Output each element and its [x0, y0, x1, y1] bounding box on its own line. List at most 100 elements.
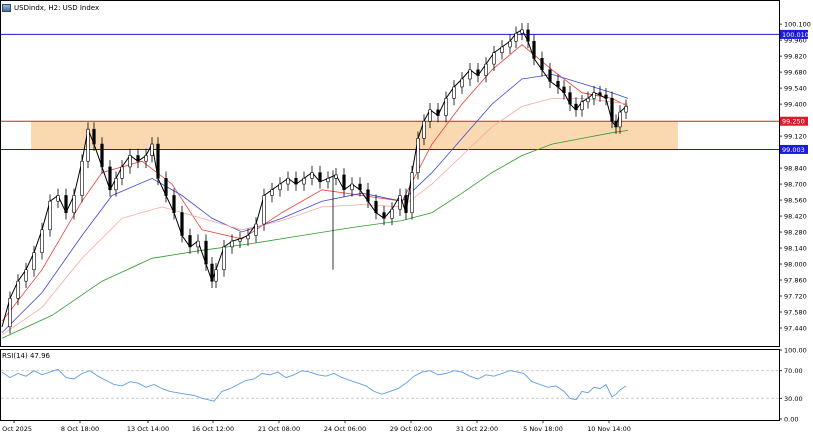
candle-body [508, 40, 512, 48]
candle-body [204, 240, 208, 265]
candle-body [56, 195, 60, 202]
candle-body [120, 166, 124, 179]
candle-body [444, 98, 448, 116]
price-path [1, 29, 627, 328]
candle-body [618, 111, 622, 128]
price-tick-label: 98.000 [784, 261, 807, 269]
candle-body [390, 208, 394, 219]
x-tick-label: 13 Oct 14:00 [127, 425, 169, 433]
price-tick-label: 97.580 [784, 309, 807, 317]
candle-body [410, 172, 414, 213]
candle-body [350, 183, 354, 191]
candle-body [614, 120, 618, 128]
ma-fast-line [1, 44, 629, 322]
candle-body [586, 98, 590, 103]
candle-body [100, 143, 104, 168]
candle-body [598, 92, 602, 96]
candle-body [460, 78, 464, 88]
candle-body [428, 109, 432, 122]
x-tick-label: 31 Oct 22:00 [456, 425, 498, 433]
ma-long-line [1, 130, 629, 339]
candle-body [532, 40, 536, 59]
candle-body [180, 212, 184, 236]
candle-body [8, 298, 12, 328]
symbol-icon [2, 3, 11, 12]
candle-body [514, 32, 518, 42]
x-tick-label: 8 Oct 2025 [0, 425, 32, 433]
candle-body [188, 235, 192, 248]
candle-body [164, 178, 168, 196]
candle-body [40, 229, 44, 253]
candle-body [108, 166, 112, 191]
price-tick-label: 98.840 [784, 165, 807, 173]
candle-body [580, 101, 584, 111]
candle-body [72, 195, 76, 213]
price-tick-label: 97.720 [784, 293, 807, 301]
candle-body [382, 212, 386, 219]
price-tick-label: 97.860 [784, 277, 807, 285]
candle-body [318, 172, 322, 183]
x-tick-label: 24 Oct 06:00 [324, 425, 366, 433]
candle-body [422, 120, 426, 139]
x-tick-label: 16 Oct 12:00 [192, 425, 234, 433]
candle-body [452, 86, 456, 99]
price-tick-label: 98.280 [784, 229, 807, 237]
candle-body [24, 269, 28, 282]
rsi-tick-label: 70.00 [784, 367, 803, 375]
candle-body [342, 174, 346, 191]
candle-body [80, 160, 84, 196]
rsi-tick-label: 30.00 [784, 395, 803, 403]
candle-body [556, 80, 560, 88]
x-tick-label: 10 Nov 14:00 [587, 425, 631, 433]
price-tick-label: 98.420 [784, 213, 807, 221]
candle-body [64, 195, 68, 213]
candle-body [366, 189, 370, 202]
price-tick-label: 98.560 [784, 197, 807, 205]
candle-body [492, 52, 496, 65]
price-tick-label: 99.540 [784, 85, 807, 93]
candle-body [92, 128, 96, 145]
x-tick-label: 5 Nov 18:00 [523, 425, 563, 433]
candle-body [86, 128, 90, 162]
candle-body [358, 183, 362, 191]
rsi-line [1, 368, 627, 402]
price-label-text: 100.010 [782, 31, 809, 39]
candle-body [548, 69, 552, 82]
ma-mid-line [1, 73, 629, 333]
candle-body [520, 29, 524, 34]
price-label-box [780, 116, 808, 126]
candle-body [222, 246, 226, 271]
candle-body [540, 58, 544, 71]
price-label-box [780, 29, 808, 39]
ma-slow-line [1, 98, 629, 336]
candle-body [334, 174, 338, 179]
candle-body [624, 106, 628, 113]
candle-body [592, 92, 596, 99]
rsi-label: RSI(14) 47.96 [2, 352, 51, 360]
candle-body [436, 109, 440, 116]
price-tick-label: 99.820 [784, 53, 807, 61]
candle-body [484, 63, 488, 76]
candle-body [150, 143, 154, 156]
candle-body [398, 195, 402, 210]
candle-body [16, 280, 20, 299]
x-tick-label: 29 Oct 02:00 [390, 425, 432, 433]
price-tick-label: 98.140 [784, 245, 807, 253]
price-tick-label: 97.440 [784, 325, 807, 333]
candle-body [404, 195, 408, 213]
price-pane-frame [0, 0, 780, 347]
candle-body [210, 263, 214, 282]
candle-body [326, 178, 330, 183]
candle-body [262, 195, 266, 225]
candle-body [254, 223, 258, 236]
candle-body [416, 138, 420, 173]
candle-body [562, 86, 566, 93]
candle-body [526, 29, 530, 42]
rsi-tick-label: 100.00 [784, 347, 807, 355]
candle-body [32, 252, 36, 271]
candle-body [286, 178, 290, 185]
price-label-box [780, 144, 808, 154]
price-tick-label: 99.960 [784, 37, 807, 45]
candle-body [310, 172, 314, 179]
